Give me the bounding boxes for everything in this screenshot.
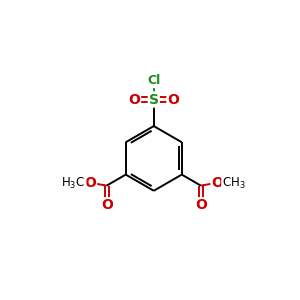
Text: O: O bbox=[167, 92, 179, 106]
Text: S: S bbox=[149, 92, 159, 106]
Text: O: O bbox=[101, 198, 113, 212]
Text: Cl: Cl bbox=[147, 74, 160, 87]
Text: O: O bbox=[128, 92, 140, 106]
Text: O: O bbox=[212, 176, 223, 190]
Text: O: O bbox=[84, 176, 96, 190]
Text: O: O bbox=[195, 198, 207, 212]
Text: H$_3$C: H$_3$C bbox=[61, 176, 85, 191]
Text: CH$_3$: CH$_3$ bbox=[222, 176, 246, 191]
